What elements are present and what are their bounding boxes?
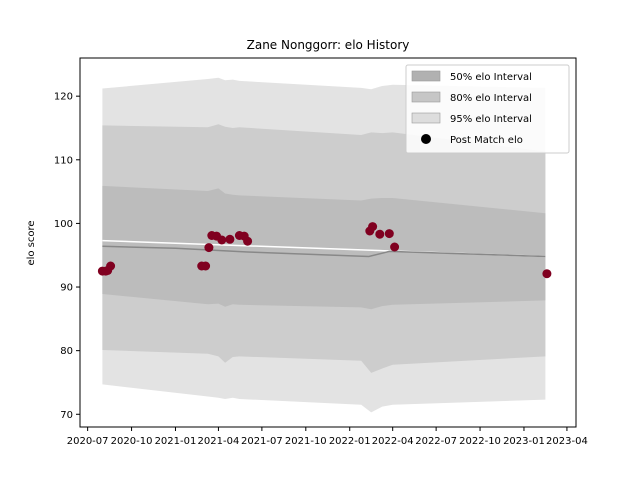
post-match-point	[384, 229, 394, 239]
x-tick-label: 2023-01	[503, 436, 545, 447]
legend-label: 95% elo Interval	[450, 114, 532, 125]
y-axis-label: elo score	[26, 220, 37, 265]
legend-swatch	[411, 91, 441, 103]
legend-swatch	[411, 112, 441, 124]
legend-marker	[421, 134, 431, 144]
legend-label: 50% elo Interval	[450, 72, 532, 83]
post-match-point	[368, 222, 378, 232]
plot-area	[97, 77, 552, 413]
y-tick-label: 100	[54, 219, 73, 230]
y-tick-label: 80	[60, 346, 73, 357]
post-match-point	[217, 235, 227, 245]
post-match-point	[375, 229, 385, 239]
chart-title: Zane Nonggorr: elo History	[247, 38, 410, 52]
x-tick-label: 2022-07	[415, 436, 457, 447]
x-tick-label: 2022-10	[459, 436, 501, 447]
x-tick-label: 2020-07	[67, 436, 109, 447]
y-tick-label: 110	[54, 155, 73, 166]
post-match-point	[225, 234, 235, 244]
x-tick-label: 2021-04	[198, 436, 240, 447]
x-tick-label: 2021-01	[155, 436, 197, 447]
legend-label: 80% elo Interval	[450, 93, 532, 104]
post-match-point	[243, 236, 253, 246]
legend-swatch	[411, 70, 441, 82]
x-tick-label: 2021-07	[241, 436, 283, 447]
legend-box	[405, 64, 570, 154]
x-tick-label: 2022-04	[372, 436, 414, 447]
legend: 50% elo Interval 80% elo Interval 95% elo …	[405, 64, 570, 154]
plot-frame	[79, 57, 577, 428]
y-tick-label: 120	[54, 92, 73, 103]
post-match-point	[542, 269, 552, 279]
post-match-point	[201, 261, 211, 271]
trend-line-1	[102, 245, 546, 258]
legend-label: Post Match elo	[450, 135, 523, 146]
x-tick-label: 2021-10	[285, 436, 327, 447]
x-tick-label: 2023-04	[546, 436, 588, 447]
y-tick-label: 90	[60, 283, 73, 294]
y-tick-label: 70	[60, 410, 73, 421]
post-match-point	[106, 261, 116, 271]
x-tick-label: 2020-10	[111, 436, 153, 447]
x-tick-label: 2022-01	[329, 436, 371, 447]
post-match-point	[390, 242, 400, 252]
post-match-point	[204, 243, 214, 253]
band-50	[102, 185, 546, 310]
